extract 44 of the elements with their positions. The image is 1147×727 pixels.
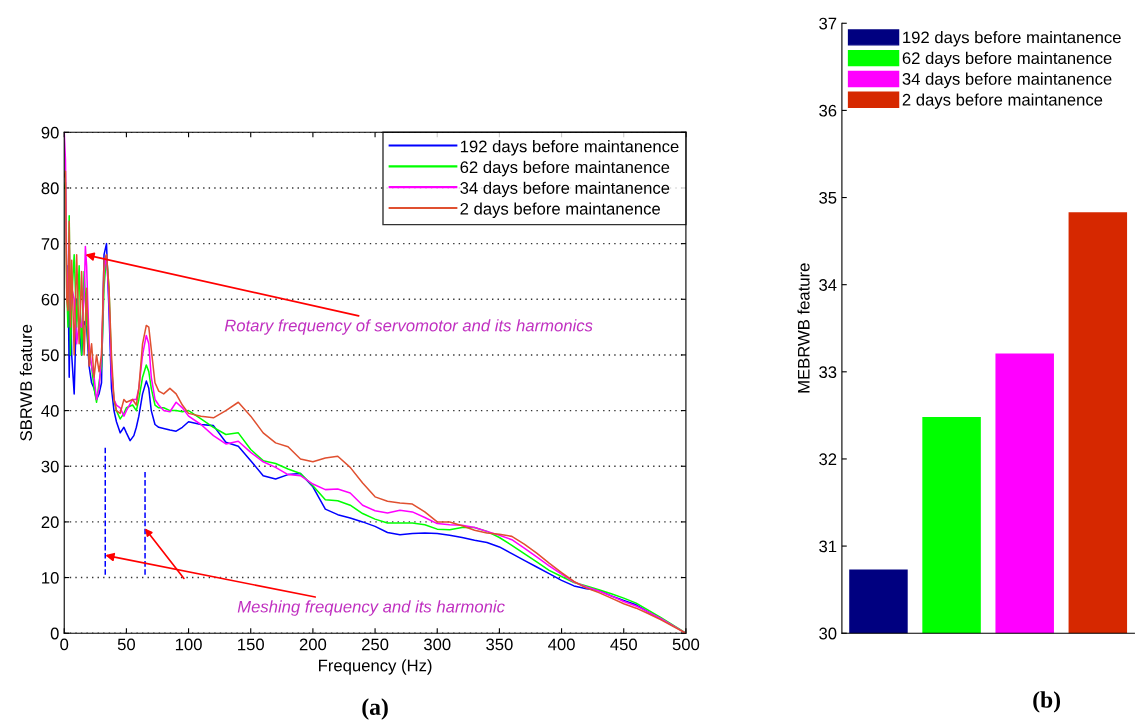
y-axis-title: SBRWB feature xyxy=(19,324,32,441)
x-tick-label: 50 xyxy=(117,638,136,651)
y-tick-label: 70 xyxy=(41,238,59,250)
y-tick-label: 90 xyxy=(41,126,59,139)
x-tick-label: 450 xyxy=(610,638,637,651)
annotation: Meshing frequency and its harmonic xyxy=(237,600,505,616)
x-tick-label: 150 xyxy=(238,638,264,651)
legend-label: 62 days before maintanence xyxy=(902,51,1112,68)
legend-label: 34 days before maintanence xyxy=(902,72,1112,89)
y-tick-label: 30 xyxy=(41,460,59,473)
text: (a) xyxy=(362,698,388,720)
annotation: Rotary frequency of servomotor and its harmonics xyxy=(224,319,593,335)
y-tick-label: 20 xyxy=(41,516,59,529)
x-tick-label: 400 xyxy=(548,638,575,651)
y-tick-label: 37 xyxy=(819,17,837,30)
x-tick-label: 0 xyxy=(60,638,69,651)
x-tick-label: 300 xyxy=(423,638,451,651)
y-tick-label: 36 xyxy=(819,104,837,117)
legend-label: 2 days before maintanence xyxy=(902,93,1103,109)
y-tick-label: 31 xyxy=(819,540,837,553)
x-tick-label: 350 xyxy=(486,638,513,651)
y-tick-label: 0 xyxy=(50,627,59,640)
y-tick-label: 32 xyxy=(819,453,837,466)
x-tick-label: 200 xyxy=(299,638,327,651)
legend-label: 192 days before maintanence xyxy=(903,31,1121,47)
y-tick-label: 40 xyxy=(41,404,59,417)
x-tick-label: 500 xyxy=(672,638,700,651)
y-tick-label: 50 xyxy=(41,349,59,362)
text: (b) xyxy=(1033,691,1061,713)
y-tick-label: 33 xyxy=(819,366,837,379)
y-tick-label: 60 xyxy=(41,293,59,306)
legend-label: 62 days before maintanence xyxy=(460,160,670,177)
legend-label: 2 days before maintanence xyxy=(460,202,660,218)
x-tick-label: 250 xyxy=(362,638,389,651)
legend-label: 192 days before maintanence xyxy=(460,140,679,156)
x-tick-label: 100 xyxy=(175,638,202,651)
y-tick-label: 80 xyxy=(41,182,59,195)
x-axis-title: Frequency (Hz) xyxy=(319,659,432,675)
y-tick-label: 34 xyxy=(819,279,837,291)
y-tick-label: 30 xyxy=(819,627,837,640)
y-tick-label: 10 xyxy=(42,571,59,584)
y-tick-label: 35 xyxy=(819,191,837,204)
y-axis-title: MEBRWB feature xyxy=(797,263,810,393)
legend-label: 34 days before maintanence xyxy=(460,181,670,198)
